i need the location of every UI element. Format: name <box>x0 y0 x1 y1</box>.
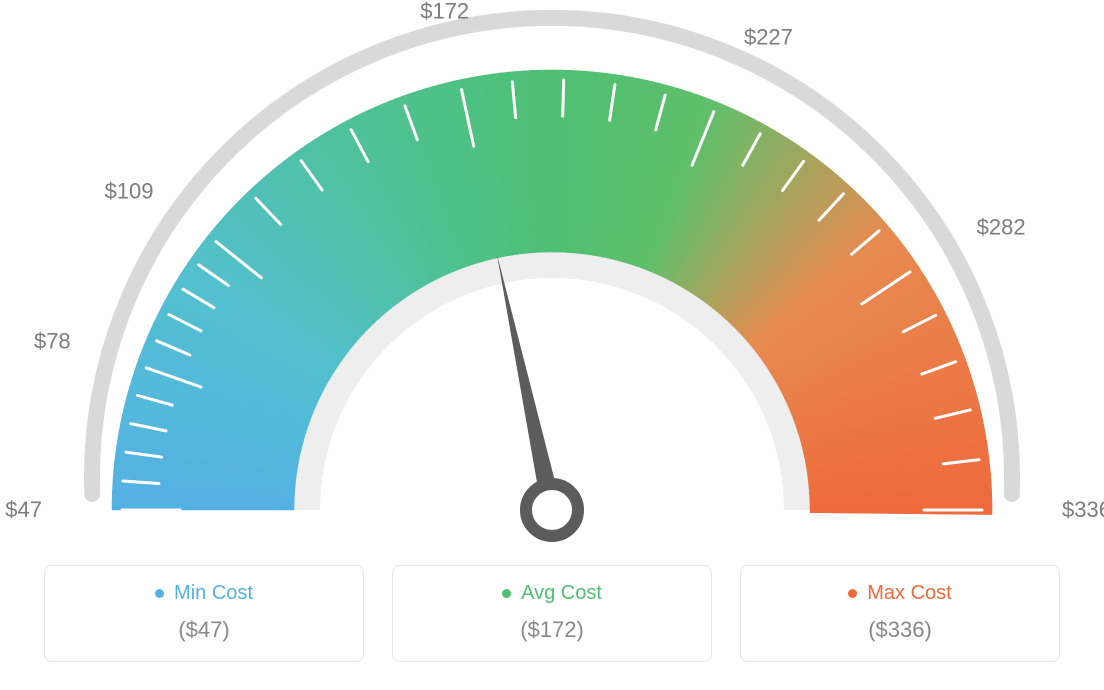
legend-label-avg: Avg Cost <box>521 582 602 605</box>
legend-dot-min <box>155 589 164 598</box>
legend-title-min: Min Cost <box>155 582 253 605</box>
legend-value-max: ($336) <box>751 617 1049 643</box>
legend-title-max: Max Cost <box>848 582 951 605</box>
tick-label: $109 <box>105 179 154 204</box>
cost-gauge-wrap: $47 $78 $109 $172 $227 $282 $336 Min Cost ($47… <box>0 0 1104 690</box>
legend-card-avg: Avg Cost ($172) <box>392 565 712 662</box>
tick-label: $78 <box>34 328 71 353</box>
tick-label: $47 <box>5 497 42 522</box>
legend-value-avg: ($172) <box>403 617 701 643</box>
tick-label: $172 <box>420 0 469 23</box>
tick-label: $227 <box>744 25 793 50</box>
tick-label: $336 <box>1062 497 1104 522</box>
legend-card-max: Max Cost ($336) <box>740 565 1060 662</box>
gauge-svg: $47 $78 $109 $172 $227 $282 $336 <box>0 0 1104 560</box>
legend-card-min: Min Cost ($47) <box>44 565 364 662</box>
legend-label-min: Min Cost <box>174 582 253 605</box>
legend-label-max: Max Cost <box>867 582 951 605</box>
legend-dot-max <box>848 589 857 598</box>
gauge-area: $47 $78 $109 $172 $227 $282 $336 <box>0 0 1104 560</box>
tick-label: $282 <box>977 215 1026 240</box>
gauge-needle <box>497 254 578 536</box>
legend-title-avg: Avg Cost <box>502 582 602 605</box>
legend-row: Min Cost ($47) Avg Cost ($172) Max Cost … <box>0 565 1104 662</box>
legend-value-min: ($47) <box>55 617 353 643</box>
legend-dot-avg <box>502 589 511 598</box>
